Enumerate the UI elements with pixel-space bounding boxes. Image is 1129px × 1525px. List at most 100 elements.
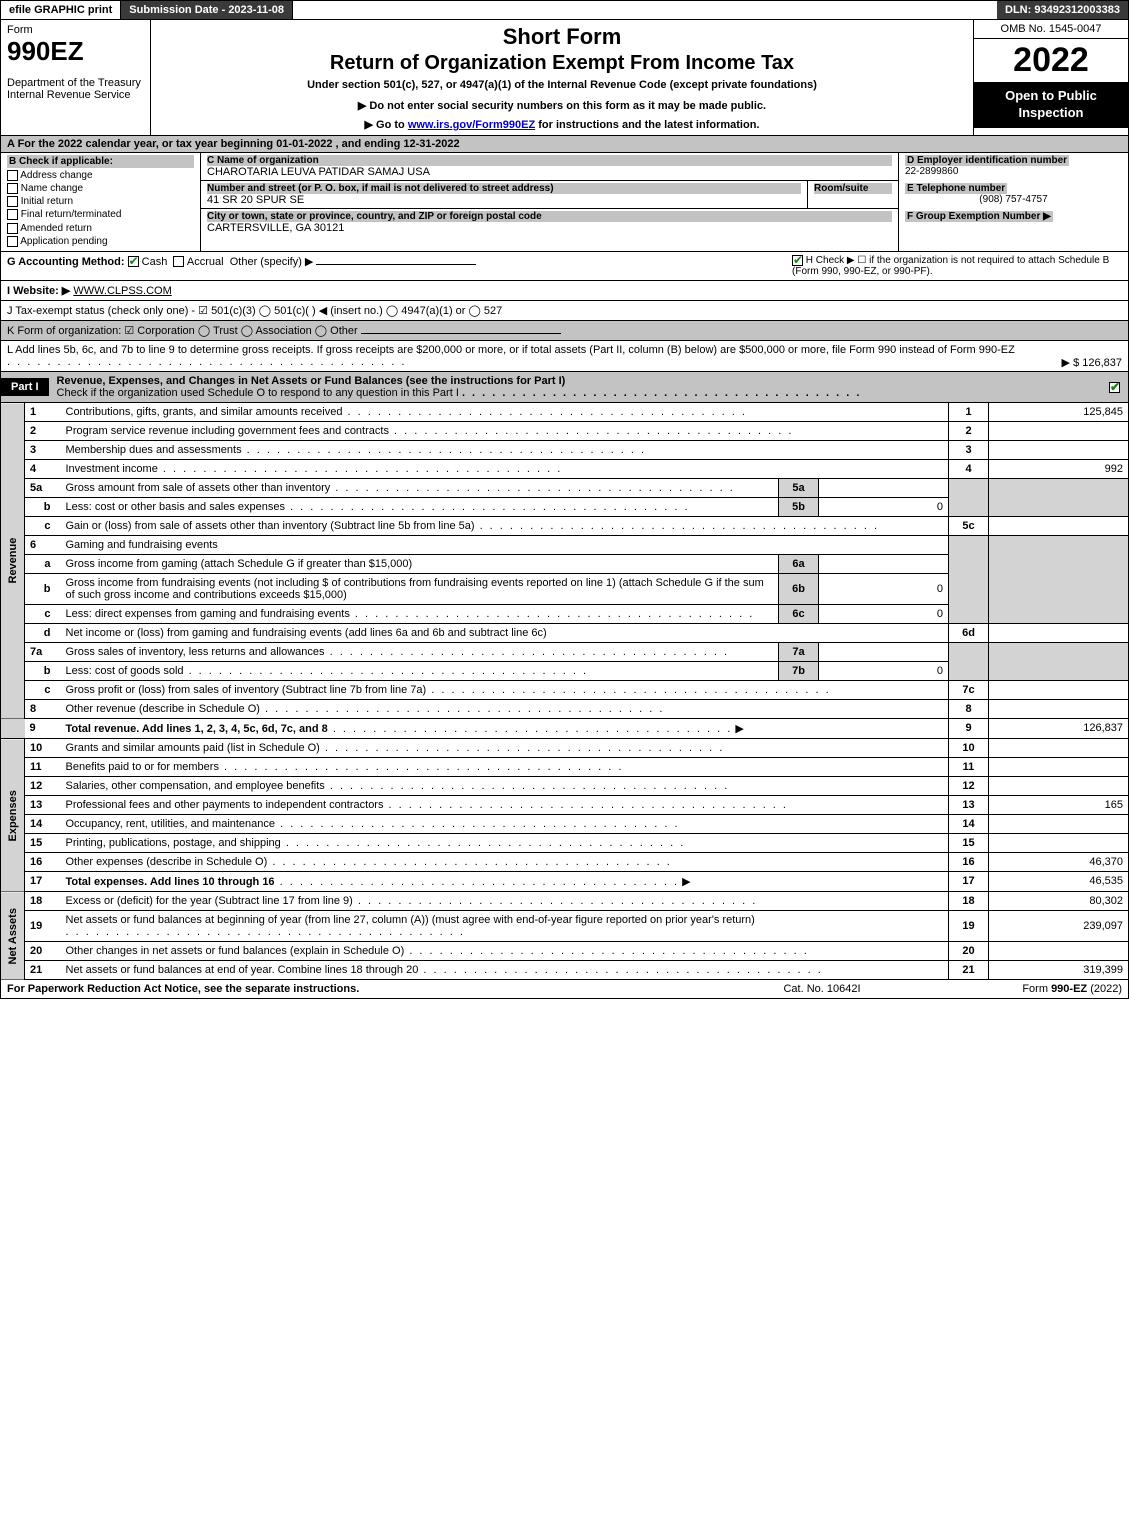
l17-num: 17: [25, 871, 61, 891]
l20-text: Other changes in net assets or fund bala…: [66, 945, 405, 957]
h-schedule-b: H Check ▶ ☐ if the organization is not r…: [792, 255, 1122, 277]
j-text: J Tax-exempt status (check only one) - ☑…: [7, 305, 502, 317]
l18-text: Excess or (deficit) for the year (Subtra…: [66, 895, 353, 907]
l20-num: 20: [25, 941, 61, 960]
tax-year: 2022: [974, 39, 1128, 82]
cell-city: City or town, state or province, country…: [201, 209, 898, 236]
line-17: 17 Total expenses. Add lines 10 through …: [1, 871, 1129, 891]
l9-arrow-icon: ▶: [735, 722, 743, 735]
l15-code: 15: [949, 833, 989, 852]
l21-text: Net assets or fund balances at end of ye…: [66, 964, 419, 976]
chk-accrual[interactable]: [173, 256, 184, 267]
l17-text: Total expenses. Add lines 10 through 16: [66, 876, 275, 888]
org-name-label: C Name of organization: [207, 155, 892, 166]
l14-desc: Occupancy, rent, utilities, and maintena…: [61, 814, 949, 833]
l6d-num: d: [25, 623, 61, 642]
l11-amt: [989, 757, 1129, 776]
goto-note: ▶ Go to www.irs.gov/Form990EZ for instru…: [157, 118, 967, 131]
form-word: Form: [7, 24, 144, 36]
l3-code: 3: [949, 440, 989, 459]
l2-num: 2: [25, 421, 61, 440]
l7c-text: Gross profit or (loss) from sales of inv…: [66, 684, 427, 696]
l4-num: 4: [25, 459, 61, 478]
l7c-code: 7c: [949, 680, 989, 699]
l7b-num: b: [25, 661, 61, 680]
open-inspection: Open to Public Inspection: [974, 82, 1128, 128]
l12-amt: [989, 776, 1129, 795]
ssn-note: ▶ Do not enter social security numbers o…: [157, 99, 967, 112]
l5b-text: Less: cost or other basis and sales expe…: [66, 501, 286, 513]
info-grid: B Check if applicable: Address change Na…: [0, 153, 1129, 252]
l6d-text: Net income or (loss) from gaming and fun…: [66, 627, 547, 639]
l16-amt: 46,370: [989, 852, 1129, 871]
irs-link[interactable]: www.irs.gov/Form990EZ: [408, 119, 535, 131]
footer-right: Form 990-EZ (2022): [922, 983, 1122, 995]
l7b-box: 7b: [779, 661, 819, 680]
l5b-desc: Less: cost or other basis and sales expe…: [61, 497, 779, 516]
row-a-tax-year: A For the 2022 calendar year, or tax yea…: [0, 136, 1129, 153]
dept-treasury: Department of the Treasury: [7, 77, 144, 89]
l11-desc: Benefits paid to or for members: [61, 757, 949, 776]
website-label: I Website: ▶: [7, 285, 70, 297]
website-value[interactable]: WWW.CLPSS.COM: [73, 285, 171, 297]
other-specify-line[interactable]: [316, 264, 476, 265]
chk-schedule-o[interactable]: [1109, 382, 1120, 393]
cell-org-name: C Name of organization CHAROTARIA LEUVA …: [201, 153, 898, 181]
chk-amended-return[interactable]: Amended return: [7, 223, 194, 234]
l12-num: 12: [25, 776, 61, 795]
l2-code: 2: [949, 421, 989, 440]
l6a-text: Gross income from gaming (attach Schedul…: [66, 558, 413, 570]
l6c-desc: Less: direct expenses from gaming and fu…: [61, 604, 779, 623]
l21-num: 21: [25, 960, 61, 979]
l6-num: 6: [25, 535, 61, 554]
line-6: 6 Gaming and fundraising events: [1, 535, 1129, 554]
l11-code: 11: [949, 757, 989, 776]
l13-amt: 165: [989, 795, 1129, 814]
l5a-box: 5a: [779, 478, 819, 497]
row-l-gross-receipts: L Add lines 5b, 6c, and 7b to line 9 to …: [0, 341, 1129, 372]
l1-amt: 125,845: [989, 403, 1129, 422]
line-15: 15 Printing, publications, postage, and …: [1, 833, 1129, 852]
l16-code: 16: [949, 852, 989, 871]
l3-text: Membership dues and assessments: [66, 444, 242, 456]
l17-desc: Total expenses. Add lines 10 through 16 …: [61, 871, 949, 891]
l1-num: 1: [25, 403, 61, 422]
chk-initial-return[interactable]: Initial return: [7, 196, 194, 207]
l6d-desc: Net income or (loss) from gaming and fun…: [61, 623, 949, 642]
chk-schedule-b[interactable]: [792, 255, 803, 266]
l19-code: 19: [949, 910, 989, 941]
omb-number: OMB No. 1545-0047: [974, 20, 1128, 39]
street-block: Number and street (or P. O. box, if mail…: [201, 181, 808, 208]
chk-name-change[interactable]: Name change: [7, 183, 194, 194]
chk-final-return[interactable]: Final return/terminated: [7, 209, 194, 220]
l19-amt: 239,097: [989, 910, 1129, 941]
l6c-text: Less: direct expenses from gaming and fu…: [66, 608, 350, 620]
l3-num: 3: [25, 440, 61, 459]
other-org-line[interactable]: [361, 333, 561, 334]
chk-cash[interactable]: [128, 256, 139, 267]
l20-desc: Other changes in net assets or fund bala…: [61, 941, 949, 960]
subtitle: Under section 501(c), 527, or 4947(a)(1)…: [157, 79, 967, 91]
other-label: Other (specify) ▶: [230, 256, 314, 268]
expenses-table: Expenses 10 Grants and similar amounts p…: [0, 739, 1129, 892]
l14-text: Occupancy, rent, utilities, and maintena…: [66, 818, 276, 830]
l5c-desc: Gain or (loss) from sale of assets other…: [61, 516, 949, 535]
l6c-num: c: [25, 604, 61, 623]
l5b-box: 5b: [779, 497, 819, 516]
chk-address-change[interactable]: Address change: [7, 170, 194, 181]
l21-amt: 319,399: [989, 960, 1129, 979]
l12-code: 12: [949, 776, 989, 795]
line-2: 2 Program service revenue including gove…: [1, 421, 1129, 440]
efile-label[interactable]: efile GRAPHIC print: [1, 1, 121, 19]
page-footer: For Paperwork Reduction Act Notice, see …: [0, 980, 1129, 999]
goto-post: for instructions and the latest informat…: [535, 119, 759, 131]
l15-num: 15: [25, 833, 61, 852]
l13-desc: Professional fees and other payments to …: [61, 795, 949, 814]
line-4: 4 Investment income 4 992: [1, 459, 1129, 478]
chk-application-pending[interactable]: Application pending: [7, 236, 194, 247]
l20-code: 20: [949, 941, 989, 960]
header-left: Form 990EZ Department of the Treasury In…: [1, 20, 151, 135]
l13-text: Professional fees and other payments to …: [66, 799, 384, 811]
row-j-tax-status: J Tax-exempt status (check only one) - ☑…: [0, 301, 1129, 321]
l6a-val: [819, 554, 949, 573]
